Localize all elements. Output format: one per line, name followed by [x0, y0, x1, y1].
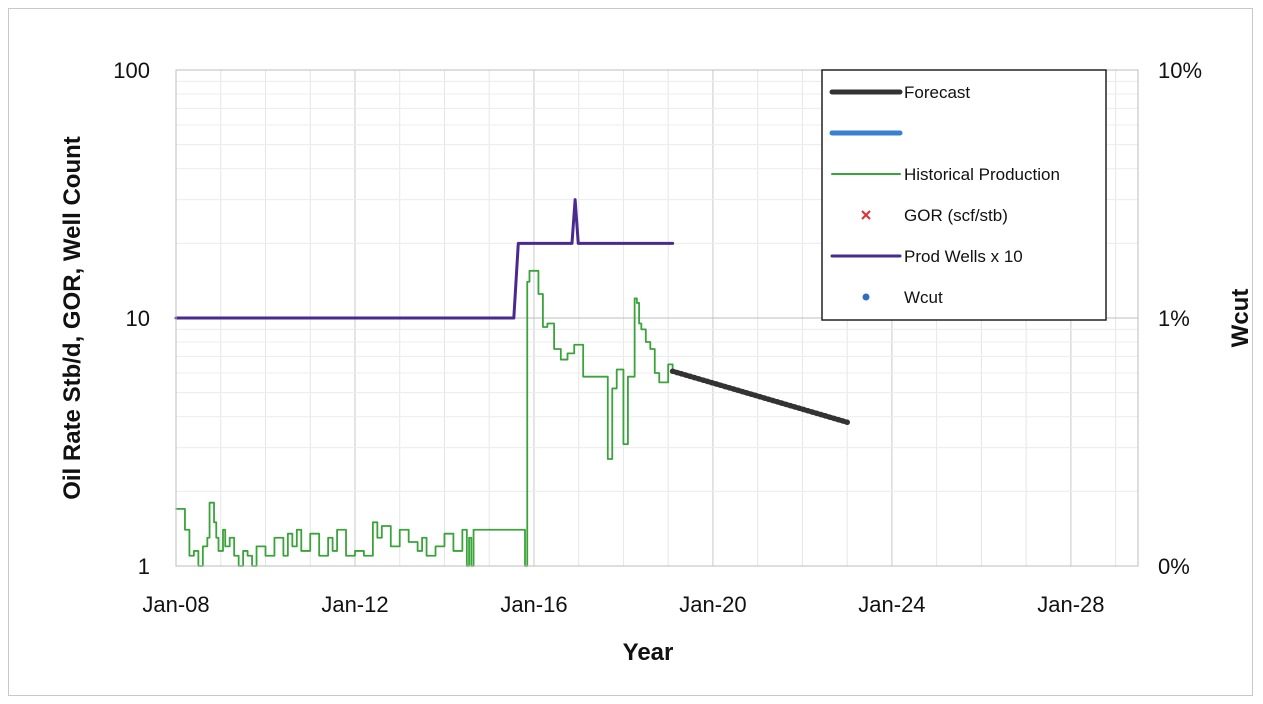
y-tick-label: 1: [138, 554, 150, 579]
forecast-point: [674, 369, 680, 376]
x-tick-label: Jan-12: [321, 592, 388, 617]
forecast-point: [757, 393, 763, 400]
forecast-point: [774, 399, 781, 405]
forecast-point: [770, 397, 776, 404]
legend-box: [821, 69, 1107, 321]
forecast-point: [748, 391, 754, 397]
forecast-point: [669, 368, 676, 375]
forecast-point: [730, 386, 737, 392]
forecast-point: [704, 378, 711, 385]
legend-label: Wcut: [904, 288, 943, 307]
forecast-point: [787, 402, 794, 409]
x-tick-label: Jan-08: [142, 592, 209, 617]
forecast-point: [709, 379, 715, 386]
forecast-point: [739, 388, 746, 395]
legend-label: GOR (scf/stb): [904, 206, 1008, 225]
series-layer: [174, 198, 850, 567]
forecast-point: [809, 409, 816, 415]
forecast-point: [822, 413, 829, 419]
forecast-point: [783, 401, 789, 408]
forecast-point: [726, 385, 733, 391]
forecast-point: [735, 387, 741, 394]
forecast-point: [778, 400, 785, 406]
legend-marker-dot: [862, 293, 870, 301]
y2-axis-title: Wcut: [1227, 289, 1254, 348]
x-tick-label: Jan-24: [858, 592, 925, 617]
legend-label: Historical Production: [904, 165, 1060, 184]
forecast-point: [840, 418, 846, 424]
forecast-point: [835, 416, 842, 423]
forecast-point: [765, 396, 772, 403]
forecast-point: [700, 377, 706, 383]
legend: Forecast Historical Production GOR (scf/st…: [821, 69, 1107, 321]
forecast-point: [687, 373, 693, 380]
forecast-point: [713, 381, 720, 387]
forecast-point: [696, 376, 702, 382]
x-axis-title: Year: [623, 639, 674, 666]
x-tick-label: Jan-20: [679, 592, 746, 617]
forecast-point: [761, 395, 768, 401]
series-historical-production-line: [175, 269, 674, 567]
x-tick-label: Jan-28: [1037, 592, 1104, 617]
y2-tick-label: 10%: [1158, 58, 1202, 83]
y-axis-title: Oil Rate Stb/d, GOR, Well Count: [59, 136, 86, 500]
forecast-point: [826, 414, 833, 420]
y-tick-label: 10: [126, 306, 150, 331]
forecast-point: [831, 415, 837, 422]
forecast-point: [682, 372, 689, 378]
y2-tick-label: 0%: [1158, 554, 1190, 579]
y2-tick-label: 1%: [1158, 306, 1190, 331]
forecast-point: [800, 406, 807, 413]
forecast-point: [818, 411, 824, 418]
forecast-point: [744, 390, 750, 396]
forecast-point: [813, 410, 820, 417]
legend-label: Forecast: [904, 83, 970, 102]
forecast-point: [752, 392, 759, 399]
x-tick-label: Jan-16: [500, 592, 567, 617]
legend-label: Prod Wells x 10: [904, 247, 1023, 266]
forecast-point: [796, 405, 802, 411]
forecast-point: [805, 407, 811, 414]
series-prod-wells-line: [174, 198, 675, 320]
forecast-point: [717, 382, 724, 389]
y-tick-label: 100: [113, 58, 150, 83]
legend-marker-x: [861, 210, 871, 220]
forecast-point: [722, 383, 728, 390]
plot-area-border: [175, 69, 1139, 567]
forecast-point: [691, 374, 698, 381]
forecast-point: [844, 419, 850, 426]
chart-frame: [8, 8, 1253, 696]
axes: Jan-08 Jan-12 Jan-16 Jan-20 Jan-24 Jan-28 1 10 1…: [113, 58, 1202, 617]
forecast-point: [792, 404, 798, 410]
forecast-point: [678, 370, 685, 377]
